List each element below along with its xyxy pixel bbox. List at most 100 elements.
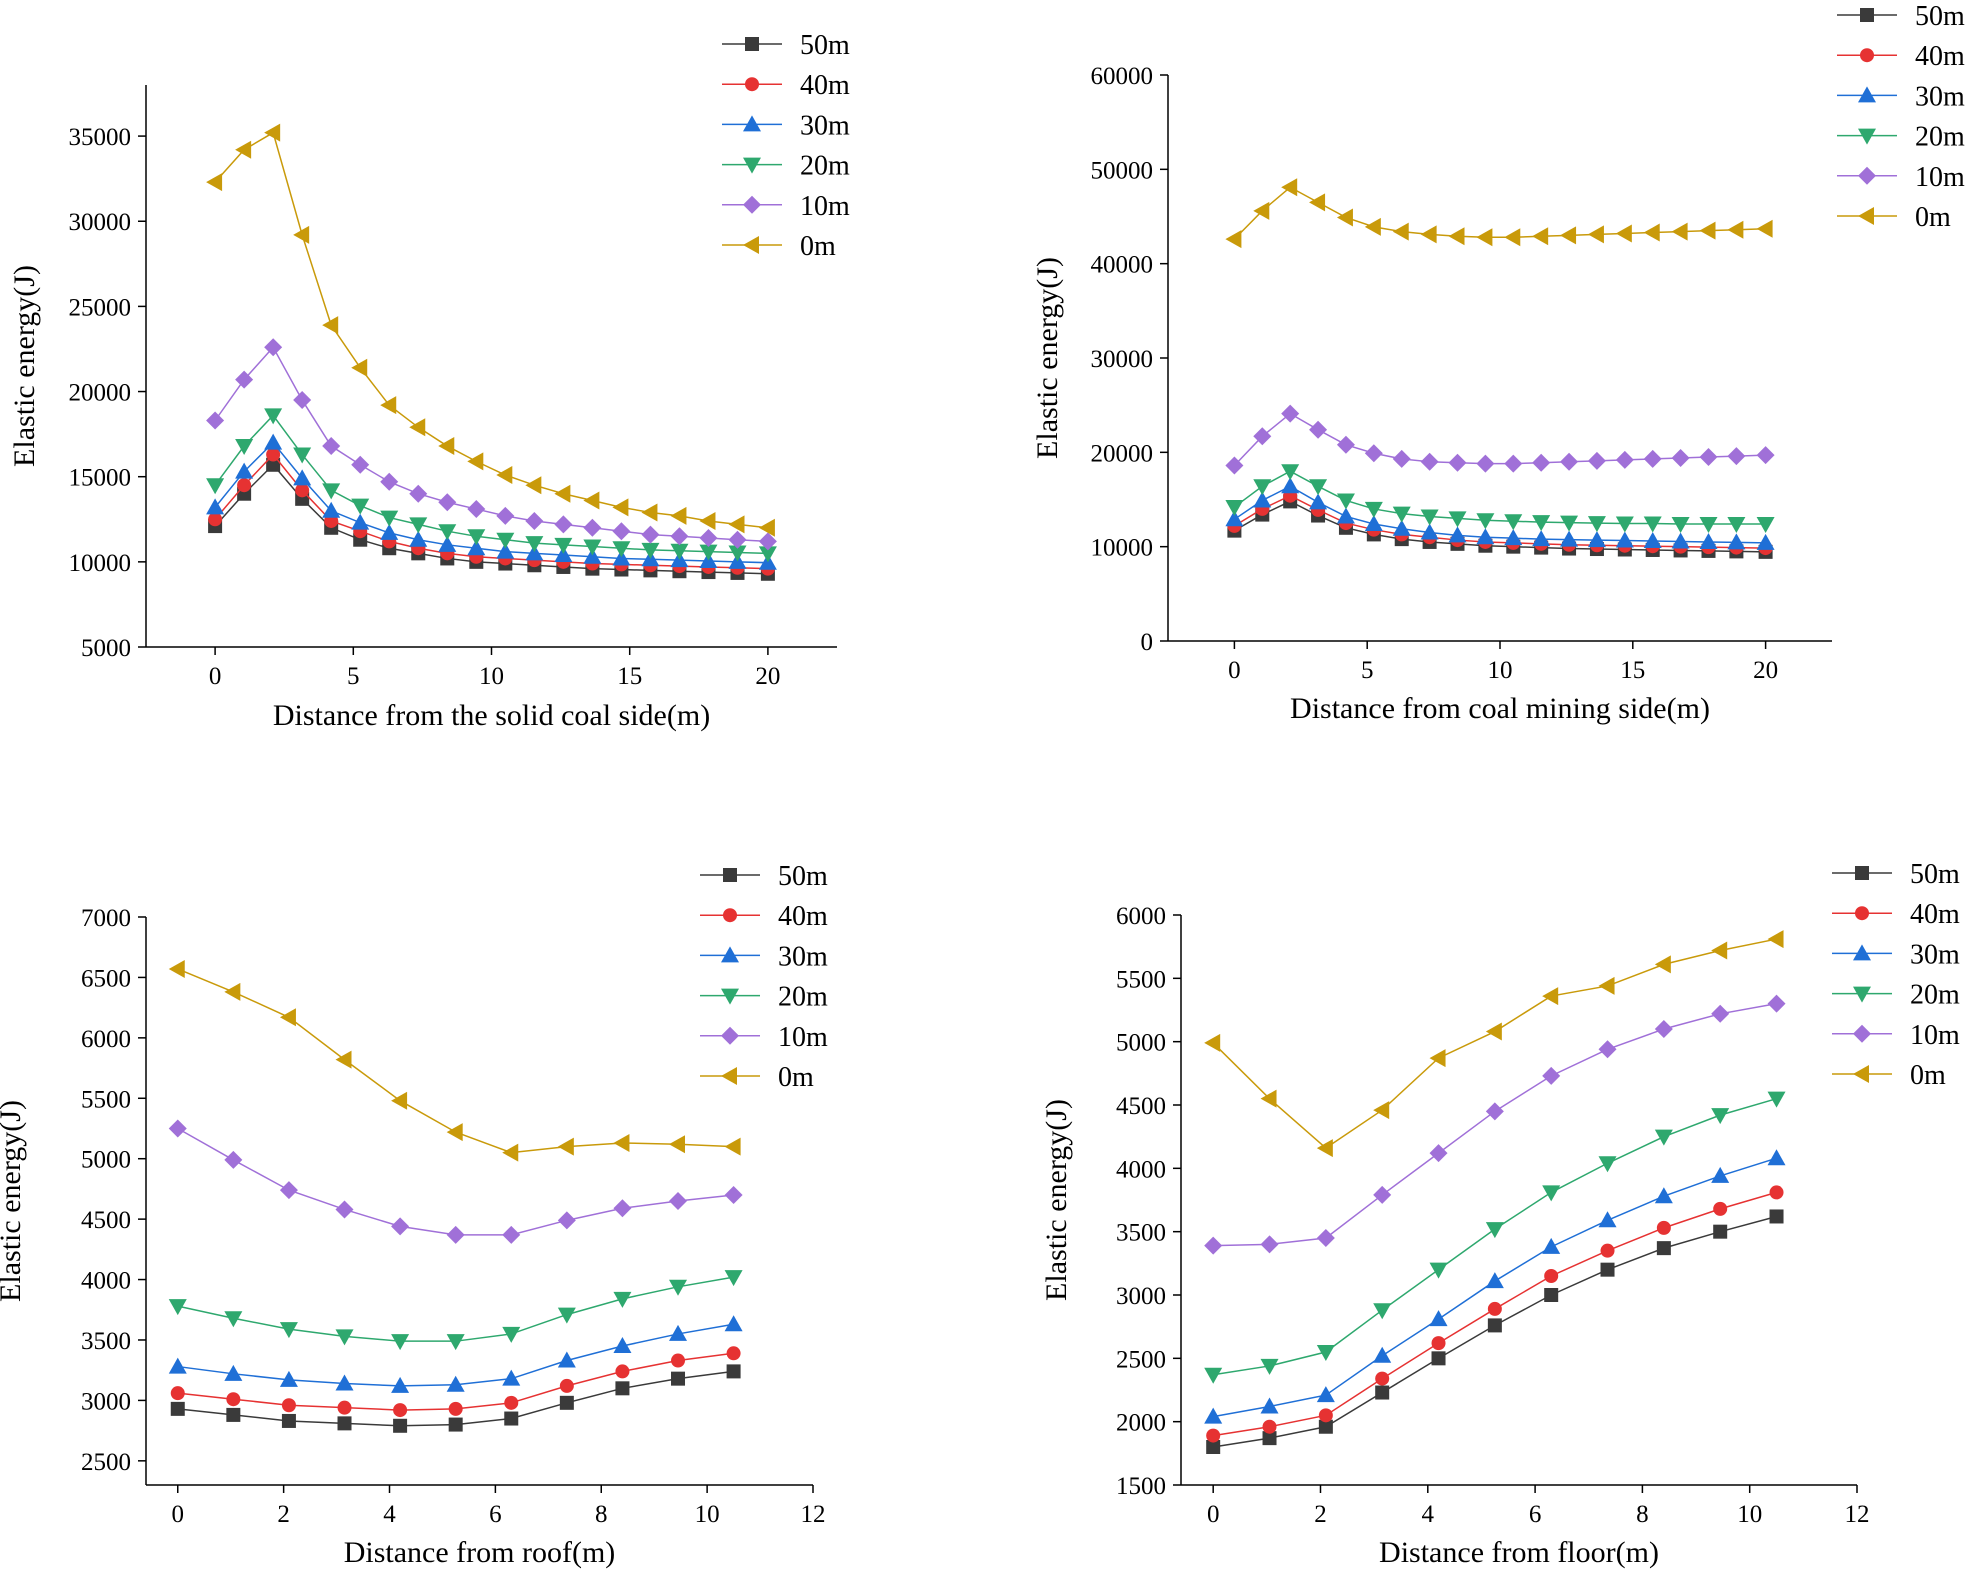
data-point-20m bbox=[279, 1322, 298, 1339]
legend-marker-10m bbox=[721, 1026, 739, 1045]
legend-item-50m: 50m bbox=[722, 30, 850, 61]
legend-item-40m: 40m bbox=[722, 70, 850, 101]
legend-label: 50m bbox=[800, 30, 850, 61]
data-point-10m bbox=[1253, 427, 1272, 446]
data-point-30m bbox=[1448, 526, 1467, 543]
series-20m bbox=[1204, 1091, 1786, 1384]
data-point-20m bbox=[1281, 464, 1300, 481]
data-point-40m bbox=[1656, 1220, 1671, 1235]
data-point-10m bbox=[1598, 1040, 1617, 1059]
y-tick-label: 3500 bbox=[1116, 1220, 1166, 1247]
x-tick-label: 8 bbox=[595, 1501, 608, 1528]
data-point-0m bbox=[1260, 1089, 1277, 1108]
data-point-0m bbox=[1336, 208, 1353, 227]
data-point-10m bbox=[613, 1199, 632, 1218]
data-point-0m bbox=[724, 1137, 741, 1156]
data-point-30m bbox=[1253, 491, 1272, 508]
data-point-10m bbox=[293, 391, 312, 410]
legend-marker-20m bbox=[1853, 986, 1871, 1003]
data-point-20m bbox=[1485, 1222, 1504, 1239]
data-point-10m bbox=[224, 1150, 243, 1169]
y-tick-label: 10000 bbox=[1091, 535, 1154, 562]
data-point-40m bbox=[1318, 1408, 1333, 1423]
data-point-40m bbox=[1431, 1336, 1446, 1351]
data-point-30m bbox=[1727, 533, 1746, 550]
data-point-0m bbox=[641, 503, 658, 522]
data-point-30m bbox=[1560, 530, 1579, 547]
data-point-10m bbox=[1699, 448, 1718, 467]
data-point-0m bbox=[446, 1123, 463, 1142]
data-point-50m bbox=[337, 1416, 352, 1431]
data-point-30m bbox=[1364, 515, 1383, 532]
y-tick-label: 15000 bbox=[69, 465, 132, 492]
data-point-10m bbox=[279, 1181, 298, 1200]
data-point-30m bbox=[380, 523, 399, 540]
data-point-50m bbox=[1318, 1419, 1333, 1434]
x-tick-label: 8 bbox=[1636, 1501, 1649, 1528]
data-point-10m bbox=[391, 1217, 410, 1236]
data-point-40m bbox=[208, 512, 223, 527]
chart-panel-floor: 1500 2000 2500 3000 3500 4000 4500 5000 5500 6000… bbox=[1040, 859, 1960, 1569]
data-point-50m bbox=[170, 1401, 185, 1416]
data-point-50m bbox=[1656, 1241, 1671, 1256]
data-point-20m bbox=[1671, 517, 1690, 534]
legend-item-30m: 30m bbox=[1837, 81, 1965, 112]
data-point-40m bbox=[1544, 1269, 1559, 1283]
x-tick-label: 15 bbox=[617, 663, 642, 690]
data-point-0m bbox=[438, 437, 455, 456]
data-point-20m bbox=[293, 447, 312, 464]
legend-label: 30m bbox=[1915, 81, 1965, 112]
series-20m bbox=[206, 408, 777, 563]
data-point-0m bbox=[224, 982, 241, 1001]
data-point-10m bbox=[758, 532, 777, 551]
data-point-20m bbox=[612, 541, 631, 558]
data-point-30m bbox=[1476, 528, 1495, 545]
data-point-0m bbox=[1485, 1022, 1502, 1041]
data-point-10m bbox=[496, 506, 515, 525]
data-point-50m bbox=[1600, 1262, 1615, 1277]
data-point-40m bbox=[448, 1401, 463, 1416]
data-point-30m bbox=[1699, 532, 1718, 549]
data-point-30m bbox=[1756, 533, 1775, 550]
y-tick-label: 4500 bbox=[1116, 1093, 1166, 1120]
legend-item-10m: 10m bbox=[1837, 162, 1965, 193]
series-0m bbox=[168, 959, 741, 1162]
series-40m bbox=[1227, 488, 1773, 556]
data-point-0m bbox=[1420, 225, 1437, 244]
data-point-10m bbox=[446, 1225, 465, 1244]
x-tick-label: 5 bbox=[1361, 657, 1374, 684]
x-axis-title: Distance from floor(m) bbox=[1379, 1536, 1659, 1569]
series-30m bbox=[1225, 477, 1775, 550]
data-point-0m bbox=[1316, 1139, 1333, 1158]
legend-marker-0m bbox=[1853, 1065, 1869, 1083]
legend-marker-40m bbox=[1860, 48, 1874, 63]
data-point-40m bbox=[615, 1364, 630, 1379]
data-point-10m bbox=[1654, 1020, 1673, 1038]
data-point-40m bbox=[337, 1400, 352, 1415]
data-point-50m bbox=[1769, 1209, 1784, 1224]
series-30m bbox=[168, 1315, 743, 1393]
data-point-30m bbox=[1260, 1397, 1279, 1414]
legend-label: 30m bbox=[800, 110, 850, 141]
data-point-20m bbox=[1756, 517, 1775, 534]
series-20m bbox=[168, 1270, 743, 1351]
y-tick-label: 5000 bbox=[81, 1147, 131, 1174]
data-point-20m bbox=[1225, 500, 1244, 517]
data-point-10m bbox=[699, 529, 718, 548]
data-point-20m bbox=[168, 1299, 187, 1316]
legend-label: 40m bbox=[1910, 899, 1960, 930]
legend-item-0m: 0m bbox=[722, 231, 836, 262]
data-point-10m bbox=[1615, 450, 1634, 469]
y-axis-title: Elastic energy(J) bbox=[1040, 1099, 1073, 1301]
data-point-0m bbox=[1429, 1049, 1446, 1068]
legend-marker-10m bbox=[1858, 166, 1876, 185]
data-point-30m bbox=[279, 1370, 298, 1387]
series-30m bbox=[206, 433, 777, 570]
x-tick-label: 10 bbox=[695, 1501, 720, 1528]
series-10m bbox=[206, 338, 777, 551]
data-point-30m bbox=[1204, 1407, 1223, 1424]
data-point-40m bbox=[1713, 1201, 1728, 1216]
data-point-30m bbox=[1485, 1272, 1504, 1289]
data-point-20m bbox=[1364, 501, 1383, 518]
data-point-20m bbox=[1392, 506, 1411, 523]
